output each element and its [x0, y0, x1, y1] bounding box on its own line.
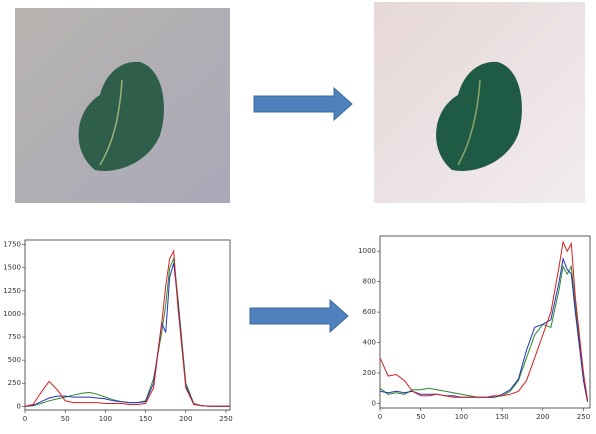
x-tick-label: 0	[378, 413, 382, 421]
y-tick-label: 800	[363, 278, 376, 286]
original-photo	[15, 8, 230, 203]
y-tick-label: 1250	[3, 287, 21, 295]
x-tick-label: 150	[139, 415, 152, 423]
x-tick-label: 50	[416, 413, 425, 421]
x-tick-label: 150	[495, 413, 508, 421]
y-tick-label: 750	[8, 333, 21, 341]
y-tick-label: 1500	[3, 264, 21, 272]
x-tick-label: 250	[577, 413, 590, 421]
x-tick-label: 200	[536, 413, 549, 421]
y-tick-label: 0	[372, 399, 376, 407]
y-tick-label: 500	[8, 356, 21, 364]
x-tick-label: 200	[179, 415, 192, 423]
figure: 0250500750100012501500175005010015020025…	[0, 0, 596, 430]
enhanced-photo	[374, 2, 585, 203]
x-tick-label: 100	[99, 415, 112, 423]
arrow	[250, 300, 348, 332]
y-tick-label: 250	[8, 379, 21, 387]
x-tick-label: 100	[455, 413, 468, 421]
y-tick-label: 1000	[3, 310, 21, 318]
y-tick-label: 1750	[3, 241, 21, 249]
x-tick-label: 50	[61, 415, 70, 423]
plot-frame	[380, 236, 590, 408]
x-tick-label: 0	[23, 415, 27, 423]
y-tick-label: 0	[17, 402, 21, 410]
plot-frame	[25, 240, 230, 410]
y-tick-label: 600	[363, 308, 376, 316]
y-tick-label: 400	[363, 339, 376, 347]
y-tick-label: 200	[363, 369, 376, 377]
x-tick-label: 250	[219, 415, 232, 423]
y-tick-label: 1000	[358, 247, 376, 255]
arrow	[254, 88, 352, 120]
